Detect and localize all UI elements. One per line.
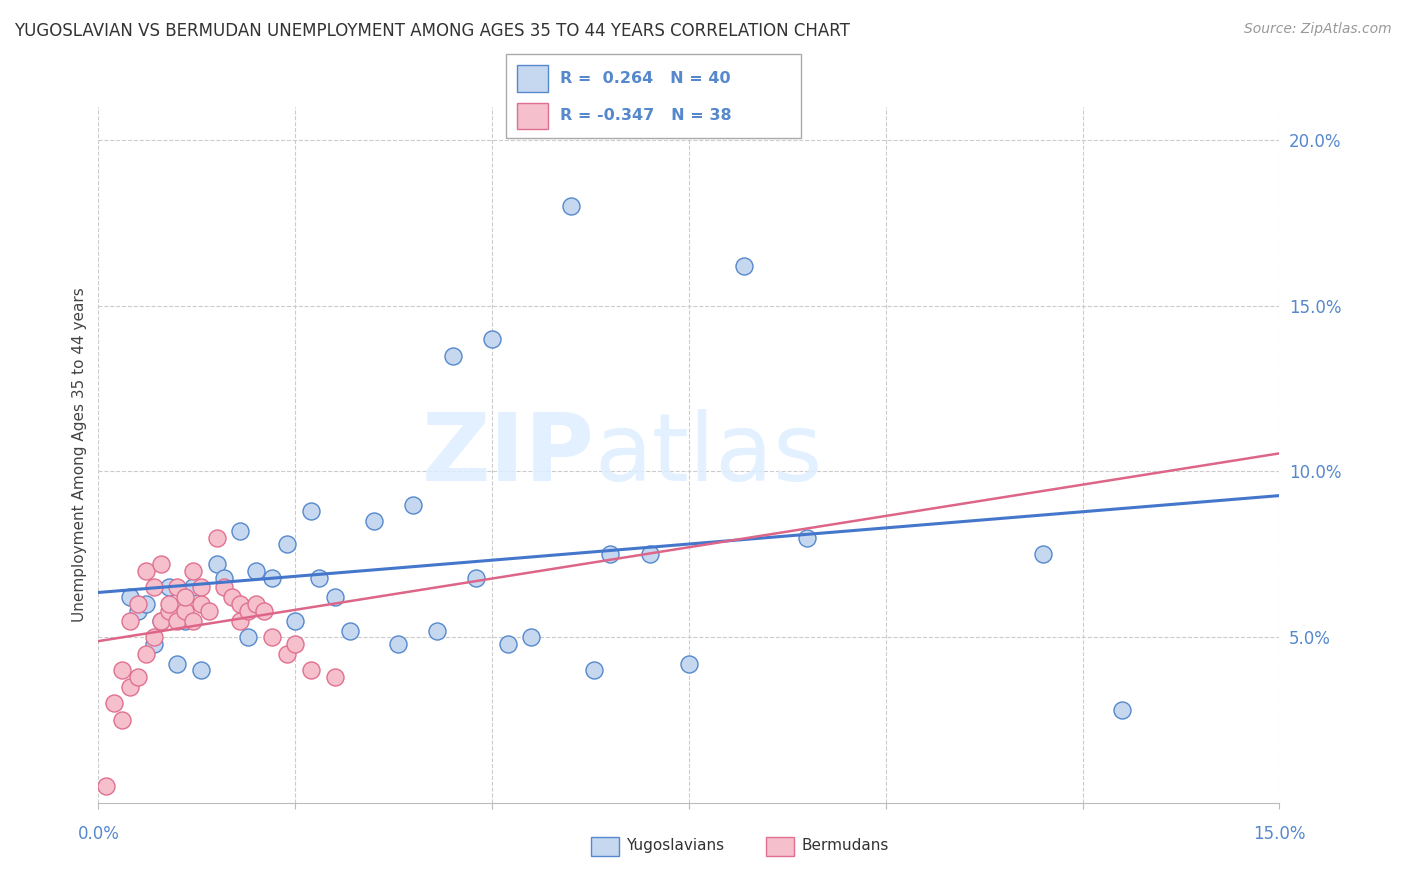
Point bbox=[127, 597, 149, 611]
Point bbox=[276, 537, 298, 551]
Point bbox=[339, 624, 361, 638]
Point bbox=[245, 597, 267, 611]
Point bbox=[142, 630, 165, 644]
Text: ZIP: ZIP bbox=[422, 409, 595, 501]
Point bbox=[520, 630, 543, 644]
Point bbox=[229, 524, 252, 538]
Point bbox=[181, 581, 204, 595]
Point bbox=[229, 614, 252, 628]
Point bbox=[157, 581, 180, 595]
Point bbox=[174, 591, 197, 605]
Point bbox=[284, 637, 307, 651]
Point bbox=[190, 581, 212, 595]
Point bbox=[166, 657, 188, 671]
Point bbox=[214, 581, 236, 595]
Text: R =  0.264   N = 40: R = 0.264 N = 40 bbox=[560, 71, 730, 86]
Point bbox=[245, 564, 267, 578]
Point bbox=[127, 670, 149, 684]
Point bbox=[118, 680, 141, 694]
Point bbox=[733, 259, 755, 273]
Point bbox=[190, 663, 212, 677]
Point bbox=[190, 597, 212, 611]
Text: R = -0.347   N = 38: R = -0.347 N = 38 bbox=[560, 109, 731, 123]
Text: YUGOSLAVIAN VS BERMUDAN UNEMPLOYMENT AMONG AGES 35 TO 44 YEARS CORRELATION CHART: YUGOSLAVIAN VS BERMUDAN UNEMPLOYMENT AMO… bbox=[14, 22, 851, 40]
Point bbox=[150, 614, 173, 628]
Point bbox=[118, 614, 141, 628]
Point bbox=[111, 663, 134, 677]
Point bbox=[253, 604, 276, 618]
Point bbox=[678, 657, 700, 671]
Point bbox=[796, 531, 818, 545]
Point bbox=[402, 498, 425, 512]
Point bbox=[197, 604, 219, 618]
Point bbox=[142, 581, 165, 595]
Point bbox=[299, 504, 322, 518]
Point bbox=[118, 591, 141, 605]
Point bbox=[308, 570, 330, 584]
Text: Bermudans: Bermudans bbox=[801, 838, 889, 853]
Point bbox=[181, 564, 204, 578]
Text: atlas: atlas bbox=[595, 409, 823, 501]
Point bbox=[441, 349, 464, 363]
Point bbox=[560, 199, 582, 213]
Point bbox=[135, 564, 157, 578]
Point bbox=[496, 637, 519, 651]
Point bbox=[481, 332, 503, 346]
Text: 0.0%: 0.0% bbox=[77, 825, 120, 843]
Point bbox=[221, 591, 243, 605]
Point bbox=[229, 597, 252, 611]
Point bbox=[465, 570, 488, 584]
Y-axis label: Unemployment Among Ages 35 to 44 years: Unemployment Among Ages 35 to 44 years bbox=[72, 287, 87, 623]
Point bbox=[214, 570, 236, 584]
Point bbox=[284, 614, 307, 628]
Point bbox=[583, 663, 606, 677]
Point bbox=[1111, 703, 1133, 717]
Point bbox=[142, 637, 165, 651]
Point bbox=[236, 604, 259, 618]
Point bbox=[166, 614, 188, 628]
Text: Yugoslavians: Yugoslavians bbox=[626, 838, 724, 853]
Point bbox=[174, 604, 197, 618]
Point bbox=[638, 547, 661, 561]
Point bbox=[174, 614, 197, 628]
Point bbox=[387, 637, 409, 651]
Point bbox=[150, 558, 173, 572]
Point bbox=[236, 630, 259, 644]
Point bbox=[135, 597, 157, 611]
Point bbox=[1032, 547, 1054, 561]
Point bbox=[363, 514, 385, 528]
Text: Source: ZipAtlas.com: Source: ZipAtlas.com bbox=[1244, 22, 1392, 37]
Point bbox=[166, 581, 188, 595]
Point bbox=[260, 570, 283, 584]
Point bbox=[157, 597, 180, 611]
Point bbox=[96, 779, 118, 793]
Point bbox=[205, 531, 228, 545]
Point bbox=[323, 670, 346, 684]
Point bbox=[276, 647, 298, 661]
Point bbox=[599, 547, 621, 561]
Point bbox=[135, 647, 157, 661]
Point bbox=[111, 713, 134, 727]
Point bbox=[181, 614, 204, 628]
Text: 15.0%: 15.0% bbox=[1253, 825, 1306, 843]
Point bbox=[127, 604, 149, 618]
Point bbox=[260, 630, 283, 644]
Point bbox=[157, 604, 180, 618]
Point bbox=[103, 697, 125, 711]
Point bbox=[323, 591, 346, 605]
Point bbox=[426, 624, 449, 638]
Point bbox=[205, 558, 228, 572]
Point bbox=[299, 663, 322, 677]
Point bbox=[150, 614, 173, 628]
